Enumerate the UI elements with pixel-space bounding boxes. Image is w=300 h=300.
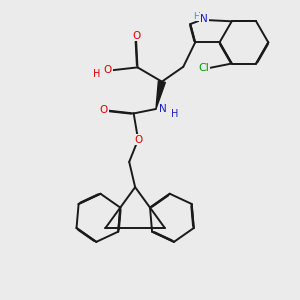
Text: N: N xyxy=(200,14,208,24)
Text: O: O xyxy=(134,135,142,145)
Text: O: O xyxy=(104,65,112,75)
Text: N: N xyxy=(160,104,167,114)
Text: O: O xyxy=(100,106,108,116)
Text: H: H xyxy=(193,12,200,21)
Text: H: H xyxy=(93,69,100,79)
Polygon shape xyxy=(156,81,165,109)
Text: O: O xyxy=(132,31,140,40)
Text: H: H xyxy=(171,109,178,119)
Text: Cl: Cl xyxy=(199,63,209,73)
